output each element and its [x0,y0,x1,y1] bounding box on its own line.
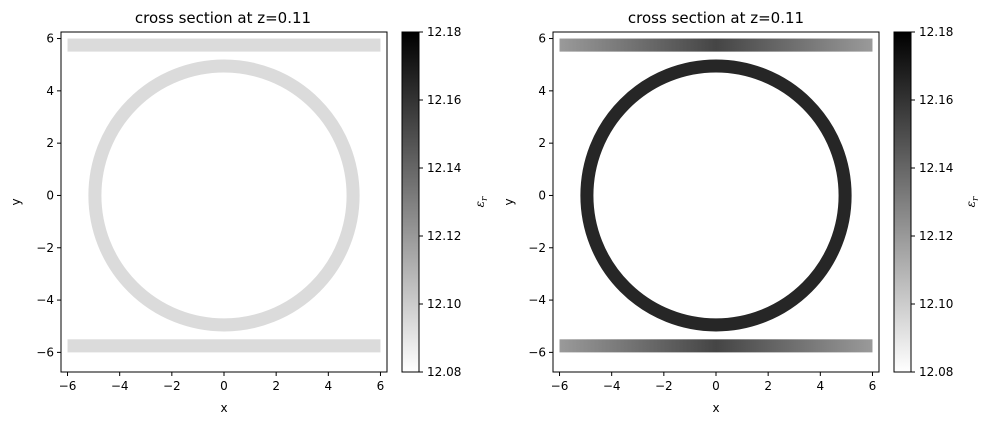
x-tick-label: 6 [869,379,877,393]
panel-2-colorbar-ticks: 12.18 12.16 12.14 12.12 12.10 12.08 [911,25,953,379]
panel-1-structures [67,38,381,353]
panel-2: cross section at z=0.11 −6 −4 −2 0 2 4 6 6420−… [502,9,981,415]
y-tick-label: −4 [528,293,546,307]
x-tick-label: −6 [551,379,569,393]
panel-2-x-axis-label: x [712,401,719,415]
x-tick-label: −4 [111,379,129,393]
panel-2-plot-area [553,32,879,372]
x-tick-label: 6 [377,379,385,393]
x-tick-label: 4 [324,379,332,393]
bottom-waveguide [559,339,873,353]
panel-2-y-axis-label: y [502,198,516,205]
panel-2-colorbar-label: εr [964,196,981,207]
panel-1-title: cross section at z=0.11 [135,9,311,27]
panel-1-y-ticks: 6 4 2 0 −2 −4 −6 [36,32,61,359]
panel-1-x-ticks: −6 −4 −2 0 2 4 6 [59,372,385,393]
panel-2-y-ticks: 6 4 2 0 −2 −4 −6 [528,32,553,359]
y-tick-label: −6 [36,345,54,359]
colorbar-tick-label: 12.18 [919,25,953,39]
y-tick-label: 4 [46,84,54,98]
y-tick-label: 0 [46,188,54,202]
y-tick-label: 6 [46,32,54,46]
panel-1-plot-area [61,32,387,372]
y-tick-label: 0 [538,188,546,202]
x-tick-label: −2 [655,379,673,393]
x-tick-label: 2 [272,379,280,393]
colorbar-tick-label: 12.10 [427,297,461,311]
panel-1-y-axis-label: y [9,198,23,205]
x-tick-label: −6 [59,379,77,393]
panel-1-colorbar [401,31,420,373]
colorbar-tick-label: 12.14 [427,161,461,175]
x-tick-label: 0 [220,379,228,393]
y-tick-label: 4 [538,84,546,98]
y-tick-label: −6 [528,345,546,359]
y-tick-label: 2 [538,136,546,150]
ring-resonator [580,59,852,332]
panel-1-x-axis-label: x [220,401,227,415]
x-tick-label: −2 [163,379,181,393]
y-tick-label: −2 [36,241,54,255]
top-waveguide [559,38,873,52]
colorbar-tick-label: 12.12 [919,229,953,243]
x-tick-label: 0 [712,379,720,393]
panel-2-x-ticks: −6 −4 −2 0 2 4 6 [551,372,877,393]
y-tick-label: −2 [528,241,546,255]
x-tick-label: 2 [764,379,772,393]
ring-resonator [88,59,360,332]
colorbar-tick-label: 12.16 [919,93,953,107]
colorbar-tick-label: 12.10 [919,297,953,311]
panel-1: cross section at z=0.11 −6 −4 −2 0 2 4 6 6420−… [9,9,490,415]
panel-1-colorbar-ticks: 12.18 12.16 12.14 12.12 12.10 12.08 [419,25,461,379]
colorbar-tick-label: 12.14 [919,161,953,175]
panel-2-colorbar [893,31,912,373]
y-tick-label: 6 [538,32,546,46]
panel-2-title: cross section at z=0.11 [628,9,804,27]
colorbar-tick-label: 12.08 [427,365,461,379]
panel-1-colorbar-label: εr [473,196,490,207]
y-tick-label: 2 [46,136,54,150]
x-tick-label: −4 [603,379,621,393]
colorbar-tick-label: 12.16 [427,93,461,107]
y-tick-label: −4 [36,293,54,307]
top-waveguide [67,38,381,52]
x-tick-label: 4 [816,379,824,393]
bottom-waveguide [67,339,381,353]
colorbar-tick-label: 12.08 [919,365,953,379]
colorbar-tick-label: 12.12 [427,229,461,243]
colorbar-tick-label: 12.18 [427,25,461,39]
panel-2-structures [559,38,873,353]
